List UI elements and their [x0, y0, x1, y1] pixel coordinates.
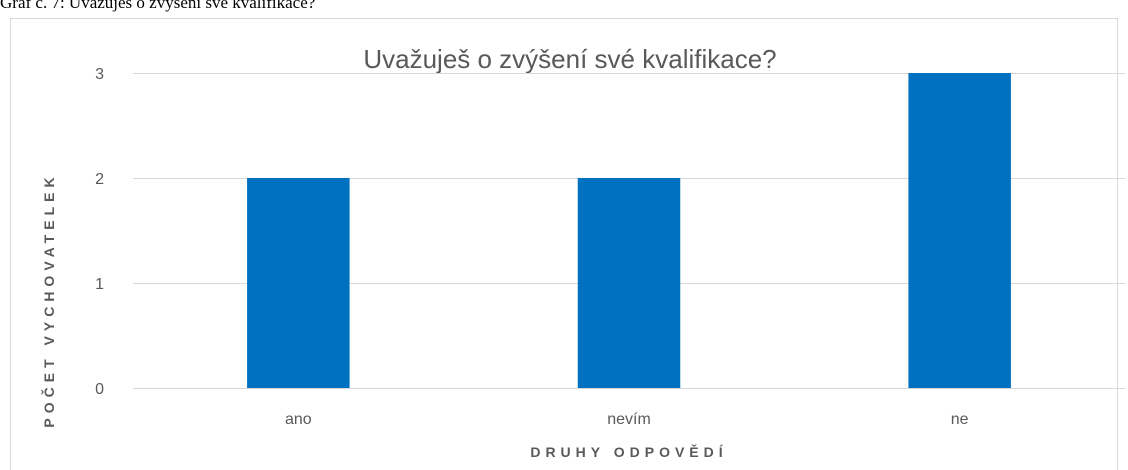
- y-tick-label: 0: [95, 381, 104, 398]
- x-tick-label: ne: [951, 411, 969, 428]
- x-tick-label: nevím: [607, 411, 651, 428]
- caption: Graf č. 7: Uvažuješ o zvýšení své kvalif…: [0, 0, 315, 12]
- y-axis-label: POČET VYCHOVATELEK: [40, 172, 57, 427]
- bar: [247, 178, 350, 388]
- x-axis-label: DRUHY ODPOVĚDÍ: [530, 443, 727, 460]
- y-tick-label: 2: [95, 171, 104, 188]
- bar: [577, 178, 681, 388]
- x-tick-label: ano: [285, 411, 312, 428]
- chart-border: [10, 18, 1118, 470]
- chart-title: Uvažuješ o zvýšení své kvalifikace?: [363, 44, 776, 74]
- y-tick-label: 3: [95, 66, 104, 83]
- y-tick-label: 1: [95, 276, 104, 293]
- bar: [908, 73, 1011, 388]
